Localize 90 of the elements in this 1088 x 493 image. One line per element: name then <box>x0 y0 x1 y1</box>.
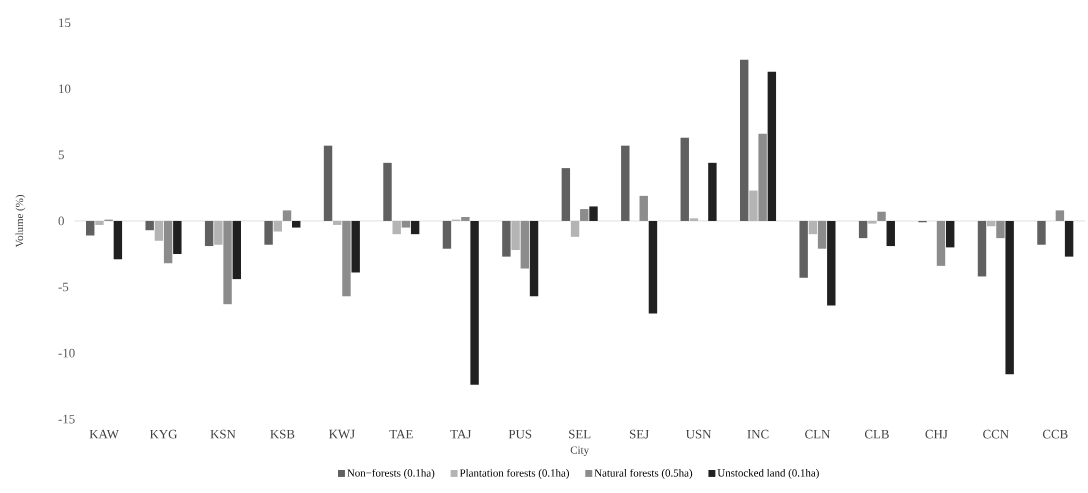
bar <box>808 220 818 234</box>
bar <box>945 220 955 248</box>
legend-label: Plantation forests (0.1ha) <box>459 468 569 479</box>
bar <box>511 220 520 250</box>
bar <box>232 220 241 279</box>
legend-label: Non−forests (0.1ha) <box>347 468 435 479</box>
x-tick-label: PUS <box>508 429 532 439</box>
bar <box>1005 220 1014 374</box>
bar <box>1037 220 1046 245</box>
bar <box>827 220 836 306</box>
x-tick-label: KSN <box>210 429 236 439</box>
y-tick-label: 0 <box>58 216 64 226</box>
x-tick-label: SEJ <box>629 429 649 439</box>
x-tick-label: CLN <box>805 429 831 439</box>
bar <box>936 220 946 266</box>
bar <box>708 162 717 221</box>
bar <box>520 220 530 269</box>
bar <box>273 220 283 232</box>
x-tick-label: TAE <box>389 429 413 439</box>
x-tick-label: USN <box>685 429 712 439</box>
bar <box>529 220 539 297</box>
bar <box>680 137 689 221</box>
bar <box>621 145 630 221</box>
legend-label: Natural forests (0.5ha) <box>594 468 693 479</box>
bar <box>392 220 401 234</box>
bar <box>401 220 411 228</box>
y-tick-label: -15 <box>58 414 75 424</box>
y-tick-label: 5 <box>58 150 64 159</box>
x-tick-label: INC <box>747 429 769 439</box>
bar <box>342 220 351 297</box>
bar <box>282 210 292 221</box>
bar <box>817 220 827 249</box>
bar <box>689 218 699 221</box>
bar <box>580 208 589 221</box>
y-tick-label: 15 <box>59 18 71 27</box>
bar <box>868 220 877 224</box>
bar <box>589 206 598 221</box>
y-tick-label: -10 <box>58 348 75 358</box>
bar <box>570 220 580 237</box>
x-tick-label: KWJ <box>329 429 355 439</box>
x-tick-label: CHJ <box>925 429 948 439</box>
x-tick-label: CCN <box>983 429 1009 439</box>
bar <box>333 220 342 225</box>
bar <box>113 220 123 260</box>
bar <box>351 220 360 273</box>
bar <box>858 220 868 238</box>
x-tick-label: SEL <box>569 429 591 439</box>
x-tick-label: KAW <box>89 429 119 439</box>
x-tick-label: CLB <box>864 429 889 439</box>
bar <box>877 211 886 221</box>
bar <box>204 220 214 246</box>
y-tick-label: 10 <box>59 84 71 93</box>
bar <box>95 220 104 225</box>
legend-label: Unstocked land (0.1ha) <box>717 468 819 479</box>
bar <box>145 220 154 230</box>
bar <box>163 220 173 264</box>
bar <box>749 190 758 221</box>
bar <box>154 220 164 241</box>
x-tick-label: KYG <box>149 429 178 439</box>
y-tick-label: -5 <box>58 282 69 292</box>
bar <box>223 220 232 304</box>
bar <box>1064 220 1074 257</box>
bar <box>323 145 333 221</box>
bar <box>410 220 420 234</box>
bar <box>799 220 808 278</box>
bar <box>639 195 648 221</box>
bar <box>739 59 749 221</box>
x-axis-title: City <box>570 446 590 456</box>
bar <box>648 220 658 314</box>
bar <box>442 220 452 249</box>
bar <box>461 216 470 221</box>
x-tick-label: TAJ <box>450 429 472 439</box>
y-axis-title: Volume (%) <box>15 194 26 248</box>
bar <box>86 220 95 236</box>
bar <box>561 167 571 221</box>
bar <box>758 133 767 221</box>
x-tick-label: KSB <box>270 429 295 439</box>
bar <box>502 220 511 257</box>
bar <box>996 220 1005 238</box>
bar <box>886 220 895 246</box>
bar <box>214 220 223 245</box>
bar <box>1055 210 1065 221</box>
x-tick-label: CCB <box>1042 429 1068 439</box>
bar <box>977 220 987 277</box>
bar <box>383 162 392 221</box>
bar <box>767 71 777 221</box>
bar <box>264 220 273 245</box>
bar <box>173 220 182 254</box>
bar <box>292 220 301 228</box>
bar <box>470 220 479 385</box>
